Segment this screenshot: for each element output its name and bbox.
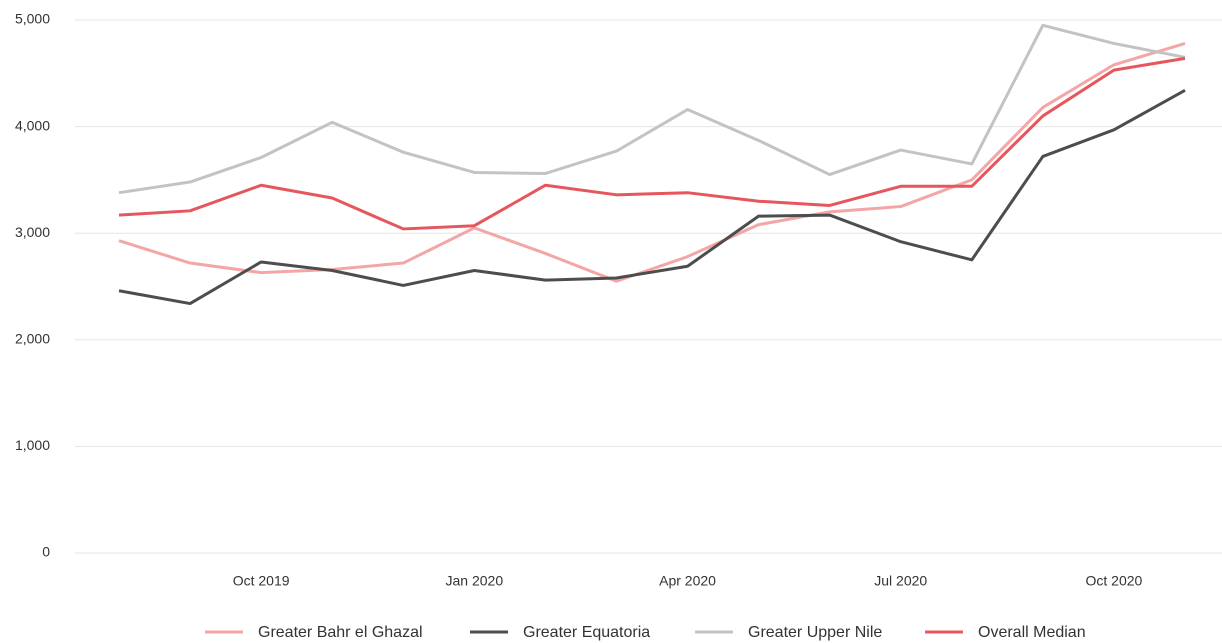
x-tick-label: Oct 2019 [233,573,290,589]
y-tick-label: 1,000 [15,437,50,453]
series-line [118,23,1186,195]
y-tick-label: 4,000 [15,117,50,133]
legend-label: Overall Median [978,624,1086,641]
legend-label: Greater Upper Nile [748,624,882,641]
x-tick-label: Jul 2020 [874,573,927,589]
y-tick-label: 2,000 [15,331,50,347]
legend-label: Greater Equatoria [523,624,650,641]
y-tick-label: 5,000 [15,11,50,27]
y-tick-label: 0 [42,544,50,560]
y-tick-label: 3,000 [15,224,50,240]
legend-label: Greater Bahr el Ghazal [258,624,423,641]
x-tick-label: Jan 2020 [446,573,504,589]
series-line [118,56,1186,231]
x-tick-label: Apr 2020 [659,573,716,589]
series-line [118,42,1186,283]
series-line [118,89,1186,306]
x-tick-label: Oct 2020 [1086,573,1143,589]
